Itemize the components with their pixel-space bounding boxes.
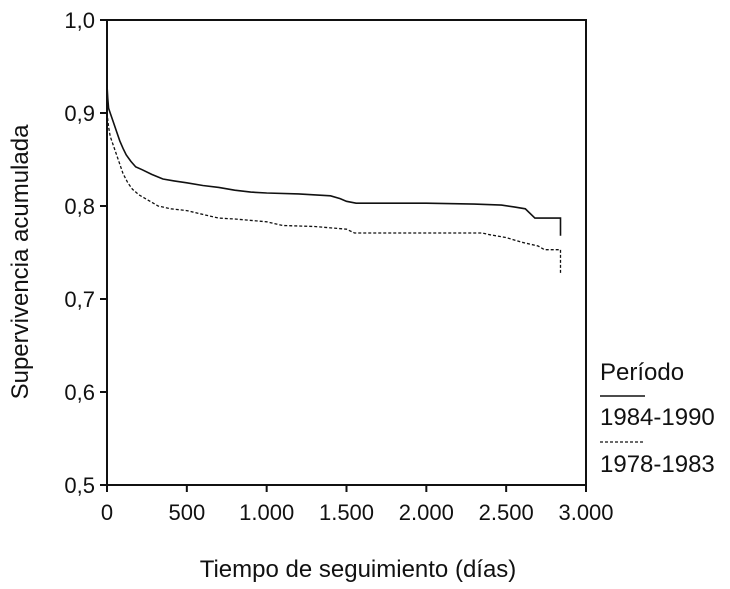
x-axis-ticks: 0 500 1.000 1.500 2.000 2.500 3.000 bbox=[101, 485, 614, 525]
y-tick-label: 0,8 bbox=[64, 194, 95, 219]
x-axis-title: Tiempo de seguimiento (días) bbox=[200, 556, 517, 583]
y-axis-title: Supervivencia acumulada bbox=[7, 124, 34, 399]
y-tick-label: 0,6 bbox=[64, 380, 95, 405]
x-tick-label: 500 bbox=[168, 500, 205, 525]
x-tick-label: 2.000 bbox=[399, 500, 454, 525]
y-tick-label: 0,7 bbox=[64, 287, 95, 312]
series-line-1978-1983 bbox=[106, 112, 562, 273]
y-axis-ticks: 0,5 0,6 0,7 0,8 0,9 1,0 bbox=[64, 8, 107, 498]
y-tick-label: 0,9 bbox=[64, 101, 95, 126]
legend-label-1984-1990: 1984-1990 bbox=[600, 404, 715, 431]
y-tick-label: 0,5 bbox=[64, 473, 95, 498]
legend-title: Período bbox=[600, 359, 684, 386]
series-layer bbox=[106, 85, 562, 273]
x-tick-label: 1.500 bbox=[319, 500, 374, 525]
plot-frame bbox=[106, 19, 587, 486]
x-tick-label: 0 bbox=[101, 500, 113, 525]
x-tick-label: 3.000 bbox=[558, 500, 613, 525]
x-tick-label: 2.500 bbox=[479, 500, 534, 525]
x-tick-label: 1.000 bbox=[239, 500, 294, 525]
legend: Período 1984-1990 1978-1983 bbox=[600, 359, 715, 478]
series-line-1984-1990 bbox=[106, 85, 562, 236]
y-tick-label: 1,0 bbox=[64, 8, 95, 33]
legend-label-1978-1983: 1978-1983 bbox=[600, 451, 715, 478]
